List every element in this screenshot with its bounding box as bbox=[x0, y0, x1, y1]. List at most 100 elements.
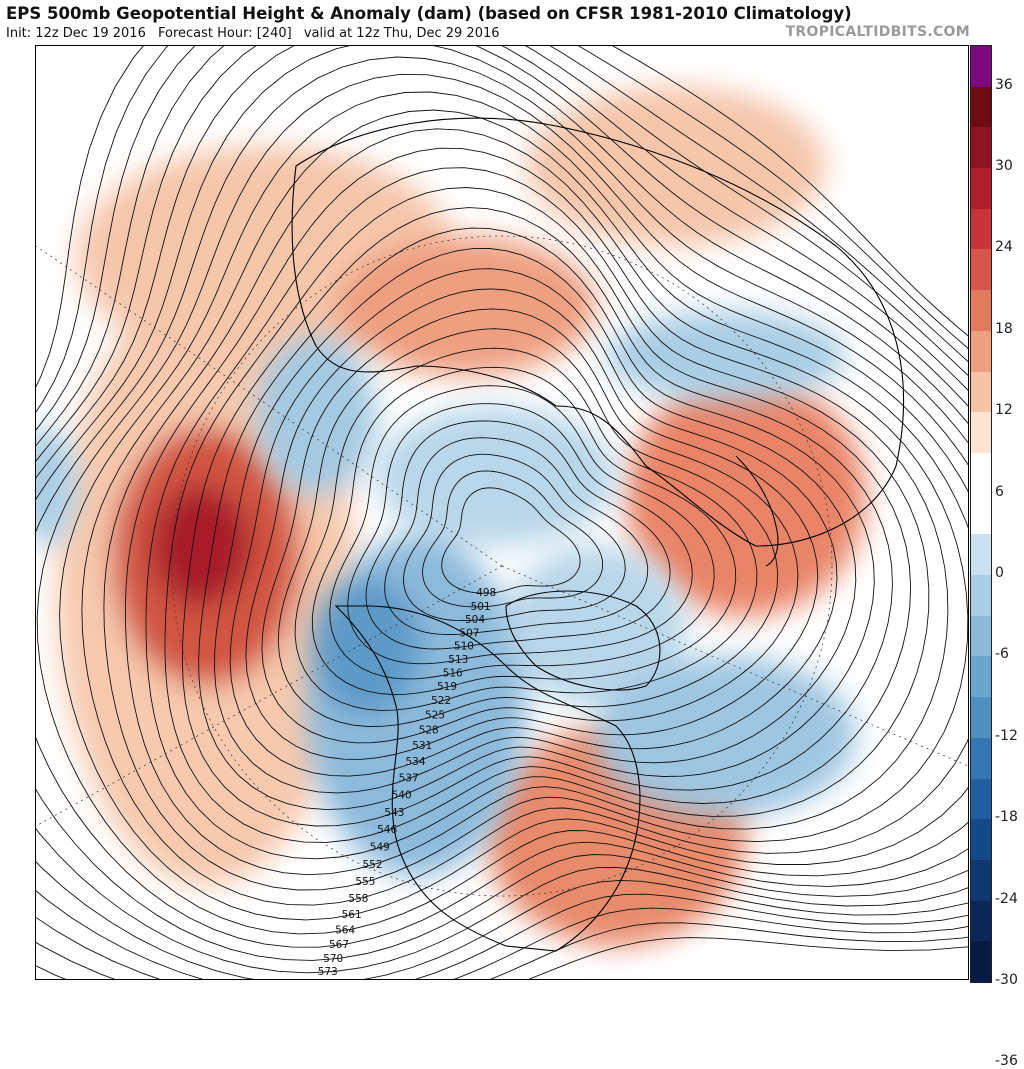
coastline-japan bbox=[735, 455, 779, 567]
coastline-eurasia bbox=[291, 117, 905, 547]
contour-label: 570 bbox=[323, 953, 343, 965]
colorbar-bin bbox=[971, 656, 991, 698]
colorbar-bin bbox=[971, 819, 991, 861]
anomaly-negative-europe bbox=[256, 336, 376, 496]
contour-label: 501 bbox=[471, 601, 491, 613]
colorbar-bin bbox=[971, 534, 991, 576]
contour-label: 516 bbox=[443, 667, 463, 679]
graticule bbox=[36, 235, 968, 897]
height-contour-line bbox=[294, 347, 758, 711]
height-contour-line bbox=[59, 91, 968, 921]
contour-label: 564 bbox=[335, 925, 355, 937]
height-contour-line bbox=[36, 73, 968, 935]
contour-label: 519 bbox=[437, 681, 457, 693]
height-contour-line bbox=[164, 187, 912, 843]
colorbar-tick: 30 bbox=[995, 158, 1013, 175]
contour-label: 528 bbox=[419, 725, 439, 737]
height-contour-line bbox=[229, 268, 838, 777]
coastlines bbox=[291, 117, 905, 952]
colorbar-bin bbox=[971, 86, 991, 128]
source-credit: TROPICALTIDBITS.COM bbox=[785, 24, 970, 40]
height-contour-line bbox=[36, 46, 968, 979]
colorbar-tick: 0 bbox=[995, 565, 1004, 582]
height-contour-line bbox=[329, 385, 715, 680]
contour-label: 546 bbox=[377, 824, 397, 836]
colorbar-bin bbox=[971, 778, 991, 820]
contour-label: 522 bbox=[431, 695, 451, 707]
colorbar-tick: -30 bbox=[995, 972, 1018, 988]
meridian-line bbox=[36, 245, 503, 567]
colorbar-bin bbox=[971, 493, 991, 535]
contour-label: 510 bbox=[454, 641, 474, 653]
height-contour-line bbox=[365, 420, 671, 650]
colorbar-bin bbox=[971, 168, 991, 210]
height-contour-line bbox=[81, 109, 968, 906]
colorbar-bin bbox=[971, 330, 991, 373]
height-contour-line bbox=[311, 366, 737, 695]
colorbar-tick: 36 bbox=[995, 76, 1013, 93]
colorbar-bin bbox=[971, 208, 991, 250]
contour-label: 525 bbox=[425, 710, 445, 722]
height-contour-line bbox=[124, 147, 949, 876]
colorbar-bin bbox=[971, 46, 991, 88]
contour-label: 531 bbox=[412, 740, 432, 752]
height-contour-line bbox=[347, 403, 693, 665]
init-time: Init: 12z Dec 19 2016 bbox=[6, 26, 146, 41]
height-contour-line bbox=[214, 248, 857, 794]
contour-label: 552 bbox=[363, 859, 383, 871]
height-contour-line bbox=[36, 46, 968, 979]
colorbar-tick: -18 bbox=[995, 809, 1018, 826]
height-contour-line bbox=[36, 56, 968, 948]
height-contour-line bbox=[198, 227, 875, 811]
colorbar-bin bbox=[971, 371, 991, 413]
contour-label: 507 bbox=[459, 627, 479, 639]
chart-subtitle: Init: 12z Dec 19 2016 Forecast Hour: [24… bbox=[6, 26, 508, 41]
anomaly-negative-siberia-east bbox=[606, 311, 846, 401]
colorbar-tick: 24 bbox=[995, 239, 1013, 256]
colorbar-bin bbox=[971, 249, 991, 291]
contour-label: 534 bbox=[406, 756, 426, 768]
coastline-greenland bbox=[505, 590, 661, 691]
anomaly-positive-siberia bbox=[526, 86, 826, 246]
contour-label: 513 bbox=[448, 654, 468, 666]
height-contour-line bbox=[181, 207, 893, 827]
height-contour-line bbox=[384, 437, 649, 636]
valid-time: valid at 12z Thu, Dec 29 2016 bbox=[303, 26, 500, 41]
contour-label: 540 bbox=[392, 790, 412, 802]
colorbar-tick: 6 bbox=[995, 483, 1004, 500]
coastline-north-america bbox=[334, 605, 641, 952]
colorbar-bin bbox=[971, 941, 991, 983]
colorbar-tick: -6 bbox=[995, 646, 1009, 663]
anomaly-positive-central-asia bbox=[336, 236, 596, 376]
map-panel: 498 501 504 507 510 513 516 519 522 525 528 531 534 5… bbox=[35, 45, 969, 980]
contour-label: 498 bbox=[476, 587, 496, 599]
colorbar-bin bbox=[971, 737, 991, 779]
colorbar-tick: 12 bbox=[995, 402, 1013, 419]
colorbar-tick: -24 bbox=[995, 890, 1018, 907]
height-contour-line bbox=[245, 288, 819, 760]
contour-label: 558 bbox=[348, 893, 368, 905]
colorbar-bin bbox=[971, 452, 991, 495]
header: EPS 500mb Geopotential Height & Anomaly … bbox=[0, 0, 1024, 46]
contour-label: 561 bbox=[342, 909, 362, 921]
colorbar-bin bbox=[971, 290, 991, 332]
contour-label: 555 bbox=[355, 876, 375, 888]
colorbar-tick: -12 bbox=[995, 727, 1018, 744]
colorbar-tick: -36 bbox=[995, 1053, 1018, 1069]
contour-label: 537 bbox=[399, 773, 419, 785]
height-contours bbox=[36, 46, 968, 979]
forecast-hour: Forecast Hour: [240] bbox=[157, 26, 292, 41]
height-contour-line bbox=[145, 167, 930, 860]
contour-label: 576 bbox=[313, 978, 333, 979]
height-contour-line bbox=[36, 46, 968, 961]
height-contour-line bbox=[422, 470, 604, 608]
anomaly-positive-pacific-max bbox=[151, 486, 251, 606]
colorbar-bin bbox=[971, 412, 991, 454]
contour-label: 543 bbox=[384, 807, 404, 819]
height-contour-line bbox=[277, 328, 779, 727]
height-contour-line bbox=[441, 487, 581, 594]
contour-label: 567 bbox=[329, 939, 349, 951]
colorbar-bin bbox=[971, 575, 991, 617]
